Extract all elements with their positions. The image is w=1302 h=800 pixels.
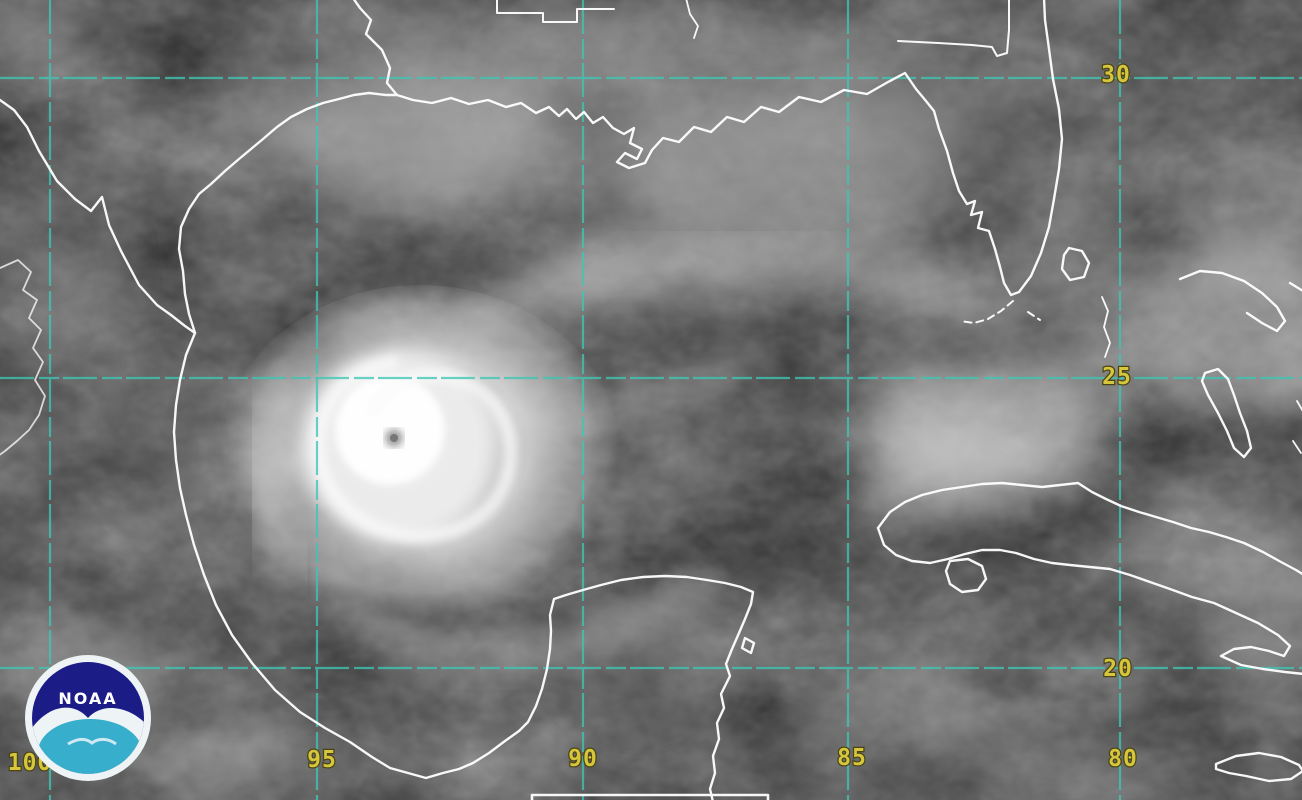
hurricane <box>220 237 1029 673</box>
lat-label-20: 20 <box>1103 656 1133 682</box>
lon-label-95: 95 <box>307 747 337 773</box>
hurricane-arm-south <box>292 549 722 673</box>
border-gulf-states <box>496 0 615 23</box>
coastline-andros <box>1200 367 1253 459</box>
coastline-cuba-south <box>876 526 1302 675</box>
lon-label-85: 85 <box>837 745 867 771</box>
coastline-north-gulf-and-florida <box>352 0 1064 297</box>
coastline-isle-of-youth <box>944 557 988 594</box>
hurricane-arm-west <box>249 372 308 593</box>
coastline-bahamas-edge <box>1292 400 1302 454</box>
lon-label-80: 80 <box>1108 746 1138 772</box>
coastline-bahamas-abaco <box>1178 269 1302 333</box>
hurricane-arm-east <box>518 326 771 447</box>
coastline-bimini <box>1101 296 1111 358</box>
noaa-logo-small-gull <box>67 737 117 746</box>
legend-box-partial <box>530 793 770 800</box>
border-florida-georgia <box>897 0 1010 57</box>
coastline-florida-keys <box>959 300 1041 324</box>
lake-okeechobee <box>1060 246 1091 282</box>
coastline-texas <box>177 91 399 335</box>
coastline-jamaica <box>1214 751 1302 783</box>
coastline-cuba-north <box>876 481 1302 576</box>
coastline-cozumel <box>740 636 756 655</box>
river-alabama <box>685 0 699 39</box>
coastline-mexico-yucatan <box>172 331 755 800</box>
noaa-logo: NOAA <box>25 655 151 781</box>
grid-labels: 30 25 20 100 95 90 85 80 <box>6 61 1138 778</box>
lat-label-30: 30 <box>1101 62 1131 88</box>
border-rio-grande <box>0 98 197 335</box>
lat-label-25: 25 <box>1102 364 1132 390</box>
hurricane-eye-center <box>390 434 398 442</box>
river-mexico-inland <box>0 259 46 456</box>
noaa-logo-text: NOAA <box>58 689 117 708</box>
hurricane-arm-northeast <box>457 237 1029 352</box>
lon-label-90: 90 <box>568 746 598 772</box>
